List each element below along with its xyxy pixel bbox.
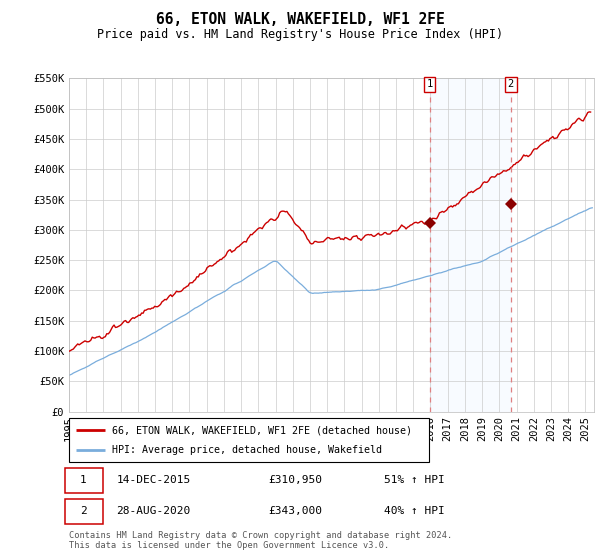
Text: £343,000: £343,000 — [269, 506, 323, 516]
Bar — [430, 78, 511, 412]
Text: 1: 1 — [80, 475, 86, 486]
Text: Contains HM Land Registry data © Crown copyright and database right 2024.
This d: Contains HM Land Registry data © Crown c… — [69, 531, 452, 550]
Text: 51% ↑ HPI: 51% ↑ HPI — [384, 475, 445, 486]
Text: 1: 1 — [427, 80, 433, 90]
Text: £310,950: £310,950 — [269, 475, 323, 486]
Text: 66, ETON WALK, WAKEFIELD, WF1 2FE (detached house): 66, ETON WALK, WAKEFIELD, WF1 2FE (detac… — [112, 425, 412, 435]
Text: 2: 2 — [80, 506, 86, 516]
Text: 40% ↑ HPI: 40% ↑ HPI — [384, 506, 445, 516]
Text: 66, ETON WALK, WAKEFIELD, WF1 2FE: 66, ETON WALK, WAKEFIELD, WF1 2FE — [155, 12, 445, 27]
Text: Price paid vs. HM Land Registry's House Price Index (HPI): Price paid vs. HM Land Registry's House … — [97, 28, 503, 41]
FancyBboxPatch shape — [65, 499, 103, 524]
FancyBboxPatch shape — [65, 468, 103, 493]
Text: HPI: Average price, detached house, Wakefield: HPI: Average price, detached house, Wake… — [112, 445, 382, 455]
Text: 14-DEC-2015: 14-DEC-2015 — [116, 475, 191, 486]
Text: 28-AUG-2020: 28-AUG-2020 — [116, 506, 191, 516]
Text: 2: 2 — [508, 80, 514, 90]
